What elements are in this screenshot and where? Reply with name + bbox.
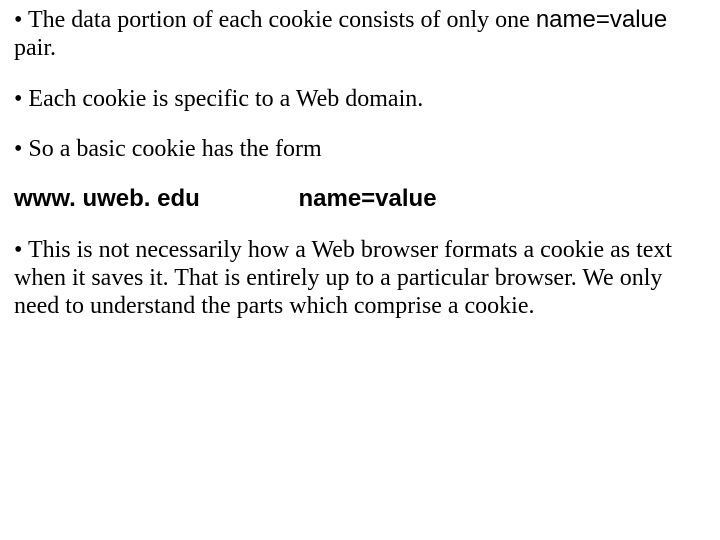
bullet-1: • The data portion of each cookie consis… xyxy=(14,6,706,63)
bullet-1-text-b: pair. xyxy=(14,35,56,61)
bullet-1-code: name=value xyxy=(536,6,667,33)
bullet-3: • So a basic cookie has the form xyxy=(14,135,706,163)
cookie-example: www. uweb. edu name=value xyxy=(14,185,706,213)
slide: • The data portion of each cookie consis… xyxy=(0,0,720,540)
bullet-2: • Each cookie is specific to a Web domai… xyxy=(14,85,706,113)
bullet-4: • This is not necessarily how a Web brow… xyxy=(14,236,706,321)
bullet-1-text-a: • The data portion of each cookie consis… xyxy=(14,7,536,33)
example-name-value: name=value xyxy=(298,185,436,213)
example-domain: www. uweb. edu xyxy=(14,185,200,213)
